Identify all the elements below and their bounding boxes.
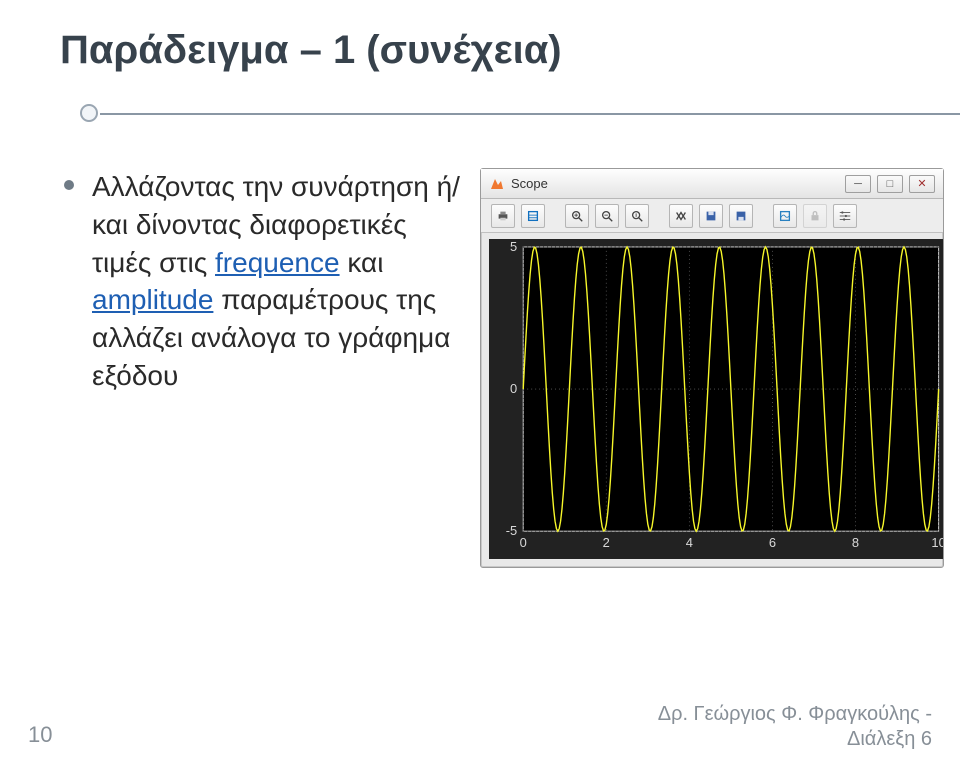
floating-scope-icon <box>778 209 792 223</box>
rule-dot-icon <box>80 104 98 122</box>
svg-text:2: 2 <box>603 535 610 550</box>
restore-axes-icon <box>734 209 748 223</box>
close-button[interactable]: ✕ <box>909 175 935 193</box>
floating-scope-button[interactable] <box>773 204 797 228</box>
lock-icon <box>808 209 822 223</box>
zoom-y-icon <box>630 209 644 223</box>
scope-toolbar <box>481 199 943 233</box>
maximize-button[interactable]: □ <box>877 175 903 193</box>
autoscale-icon <box>674 209 688 223</box>
parameters-button[interactable] <box>521 204 545 228</box>
slide-title: Παράδειγμα – 1 (συνέχεια) <box>60 28 960 73</box>
minimize-button[interactable]: ─ <box>845 175 871 193</box>
scope-plot-area: 0246810-505 <box>489 239 943 559</box>
svg-text:8: 8 <box>852 535 859 550</box>
slide: Παράδειγμα – 1 (συνέχεια) Αλλάζοντας την… <box>0 0 960 774</box>
zoom-in-button[interactable] <box>565 204 589 228</box>
bullet-segment-2: και <box>347 247 383 278</box>
title-wrap: Παράδειγμα – 1 (συνέχεια) <box>0 0 960 73</box>
zoom-y-button[interactable] <box>625 204 649 228</box>
bullet-item: Αλλάζοντας την συνάρτηση ή/και δίνοντας … <box>64 168 464 395</box>
matlab-icon <box>489 176 505 192</box>
lock-axes-button[interactable] <box>803 204 827 228</box>
scope-titlebar: Scope ─ □ ✕ <box>481 169 943 199</box>
signal-selection-icon <box>838 209 852 223</box>
scope-plot: 0246810-505 <box>489 239 943 559</box>
title-rule <box>0 100 960 126</box>
save-axes-icon <box>704 209 718 223</box>
svg-text:-5: -5 <box>506 523 517 538</box>
autoscale-button[interactable] <box>669 204 693 228</box>
zoom-in-icon <box>570 209 584 223</box>
svg-text:5: 5 <box>510 239 517 254</box>
zoom-x-button[interactable] <box>595 204 619 228</box>
restore-axes-button[interactable] <box>729 204 753 228</box>
svg-text:10: 10 <box>931 535 943 550</box>
zoom-x-icon <box>600 209 614 223</box>
scope-window-title: Scope <box>511 176 839 191</box>
print-icon <box>496 209 510 223</box>
scope-window: Scope ─ □ ✕ 0246810-505 <box>480 168 944 568</box>
link-frequence[interactable]: frequence <box>215 247 340 278</box>
svg-text:4: 4 <box>686 535 693 550</box>
svg-text:0: 0 <box>510 381 517 396</box>
save-axes-button[interactable] <box>699 204 723 228</box>
footer: Δρ. Γεώργιος Φ. Φραγκούλης - Διάλεξη 6 <box>658 702 932 752</box>
body-text: Αλλάζοντας την συνάρτηση ή/και δίνοντας … <box>64 168 464 395</box>
parameters-icon <box>526 209 540 223</box>
minimize-icon: ─ <box>854 178 862 190</box>
bullet-dot-icon <box>64 180 74 190</box>
footer-line2: Διάλεξη 6 <box>847 728 932 750</box>
print-button[interactable] <box>491 204 515 228</box>
svg-text:0: 0 <box>520 535 527 550</box>
signal-selection-button[interactable] <box>833 204 857 228</box>
bullet-text: Αλλάζοντας την συνάρτηση ή/και δίνοντας … <box>92 168 464 395</box>
footer-line1: Δρ. Γεώργιος Φ. Φραγκούλης - <box>658 703 932 725</box>
close-icon: ✕ <box>917 177 926 190</box>
link-amplitude[interactable]: amplitude <box>92 284 213 315</box>
maximize-icon: □ <box>887 178 894 190</box>
page-number: 10 <box>28 722 52 748</box>
svg-text:6: 6 <box>769 535 776 550</box>
rule-line <box>100 113 960 115</box>
